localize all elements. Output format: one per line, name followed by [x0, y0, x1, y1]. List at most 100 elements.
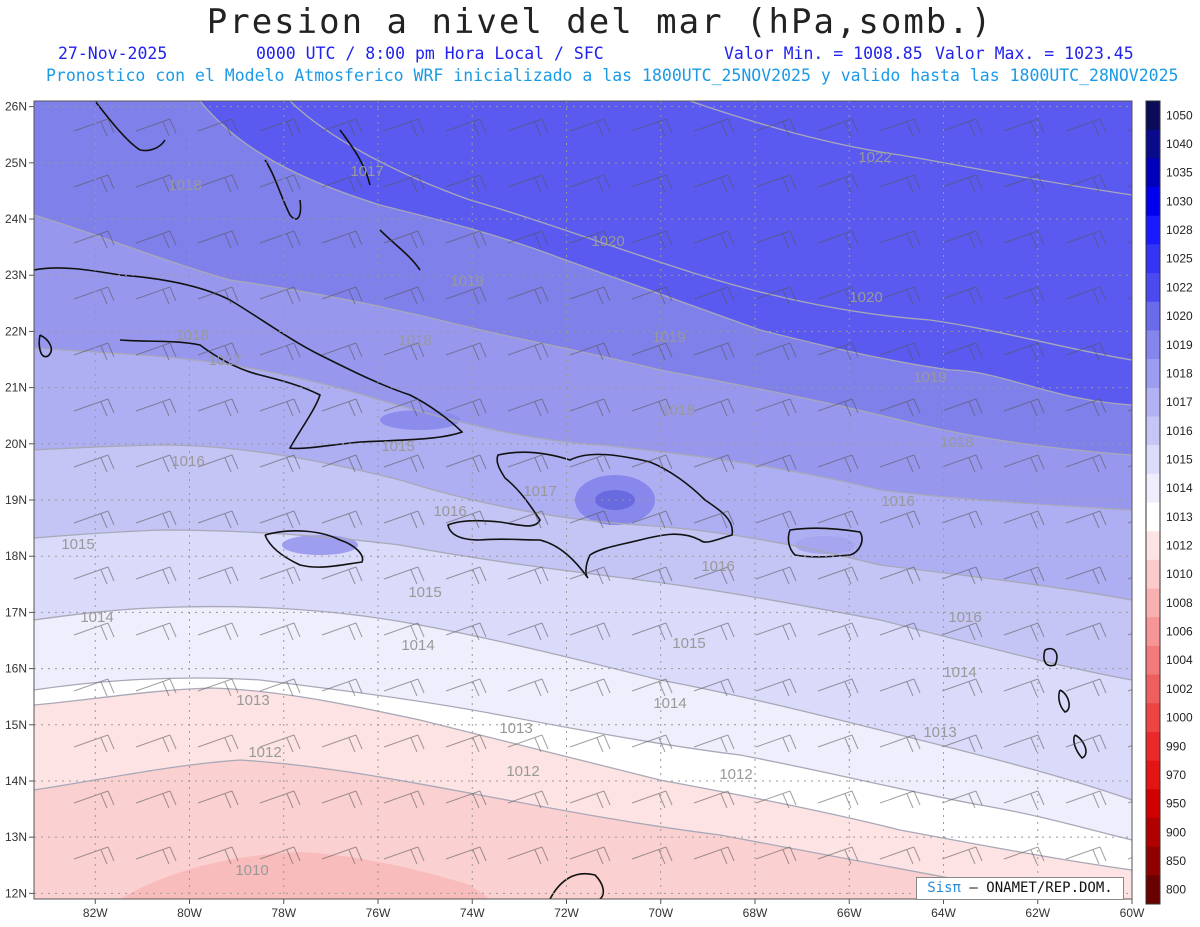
colorbar-swatch — [1146, 645, 1160, 676]
wind-barb — [383, 510, 425, 529]
wind-barb — [817, 454, 859, 473]
wind-barb — [197, 174, 239, 193]
wind-barb — [507, 846, 549, 865]
wind-barb — [693, 734, 735, 753]
lat-tick-label: 14N — [5, 774, 27, 788]
wind-barbs — [73, 118, 1132, 865]
value-max: Valor Max. = 1023.45 — [935, 44, 1134, 63]
wind-barb — [693, 230, 735, 249]
credit-box: Sisπ – ONAMET/REP.DOM. — [916, 877, 1124, 900]
wind-barb — [631, 790, 673, 809]
wind-barb — [817, 118, 859, 137]
coast-bahamas-andros — [264, 159, 302, 220]
wind-barb — [693, 174, 735, 193]
wind-barb — [73, 734, 115, 753]
colorbar-swatch — [1146, 559, 1160, 590]
wind-barb — [259, 230, 301, 249]
contour-label: 1013 — [923, 724, 956, 741]
contour-label: 1013 — [499, 720, 532, 737]
wind-barb — [755, 286, 797, 305]
wind-barb — [259, 678, 301, 697]
wind-barb — [321, 398, 363, 417]
sispi-logo: Sisπ — [927, 880, 961, 896]
wind-barb — [445, 678, 487, 697]
wind-barb — [1003, 622, 1045, 641]
band-1008 — [120, 852, 490, 899]
wind-barb — [755, 118, 797, 137]
colorbar-label: 950 — [1166, 797, 1186, 811]
wind-barb — [445, 454, 487, 473]
wind-barb — [507, 286, 549, 305]
wind-barb — [631, 846, 673, 865]
wind-barb — [569, 678, 611, 697]
wind-barb — [569, 454, 611, 473]
wind-barb — [569, 286, 611, 305]
wind-barb — [817, 286, 859, 305]
wind-barb — [817, 342, 859, 361]
colorbar-label: 1008 — [1166, 596, 1193, 610]
coast-venezuela — [549, 873, 605, 899]
wind-barb — [135, 118, 177, 137]
wind-barb — [569, 734, 611, 753]
lat-tick-label: 18N — [5, 549, 27, 563]
wind-barb — [383, 286, 425, 305]
lon-tick-label: 76W — [366, 906, 391, 920]
colorbar-label: 1013 — [1166, 510, 1193, 524]
wind-barb — [1065, 846, 1107, 865]
wind-barb — [817, 566, 859, 585]
wind-barb — [197, 790, 239, 809]
wind-barb — [73, 510, 115, 529]
lon-tick-label: 70W — [648, 906, 673, 920]
colorbar-swatch — [1146, 215, 1160, 245]
wind-barb — [197, 510, 239, 529]
wind-barb — [259, 342, 301, 361]
wind-barb — [197, 230, 239, 249]
wind-barb — [941, 174, 983, 193]
wind-barb — [631, 398, 673, 417]
contour-label: 1012 — [248, 744, 281, 761]
lon-tick-label: 74W — [460, 906, 485, 920]
wind-barb — [569, 790, 611, 809]
wind-barb — [197, 118, 239, 137]
contour-label: 1018 — [175, 327, 208, 344]
wind-barb — [879, 118, 921, 137]
colorbar-label: 1019 — [1166, 338, 1193, 352]
wind-barb — [879, 622, 921, 641]
wind-barb — [879, 510, 921, 529]
lon-axis: 82W 80W 78W 76W 74W 72W 70W 68W 66W 64W 62W 60W — [83, 899, 1145, 920]
wind-barb — [1065, 174, 1107, 193]
colorbar-swatch — [1146, 101, 1160, 131]
colorbar-swatch — [1146, 158, 1160, 188]
wind-barb — [755, 398, 797, 417]
lon-tick-label: 60W — [1120, 906, 1145, 920]
wind-barb — [135, 510, 177, 529]
band-1015 — [34, 530, 1132, 800]
colorbar-swatch — [1146, 301, 1160, 331]
colorbar-label: 1016 — [1166, 424, 1193, 438]
wind-barb — [817, 622, 859, 641]
wind-barb — [507, 790, 549, 809]
wind-barb — [879, 230, 921, 249]
wind-barb — [941, 622, 983, 641]
lon-tick-label: 80W — [177, 906, 202, 920]
wind-barb — [321, 342, 363, 361]
wind-barb — [817, 230, 859, 249]
contour-label: 1015 — [408, 584, 441, 601]
wind-barb — [693, 398, 735, 417]
wind-barb — [631, 510, 673, 529]
coast-hispaniola — [447, 451, 734, 579]
wind-barb — [383, 398, 425, 417]
wind-barb — [321, 454, 363, 473]
contour-label: 1012 — [719, 766, 752, 783]
wind-barb — [259, 454, 301, 473]
colorbar-label: 1012 — [1166, 539, 1193, 553]
wind-barb — [631, 342, 673, 361]
wind-barb — [631, 566, 673, 585]
contour-label: 1019 — [652, 329, 685, 346]
wind-barb — [817, 678, 859, 697]
wind-barb — [73, 454, 115, 473]
wind-barb — [1065, 286, 1107, 305]
wind-barb — [445, 846, 487, 865]
colorbar-label: 1018 — [1166, 366, 1193, 380]
wind-barb — [197, 342, 239, 361]
